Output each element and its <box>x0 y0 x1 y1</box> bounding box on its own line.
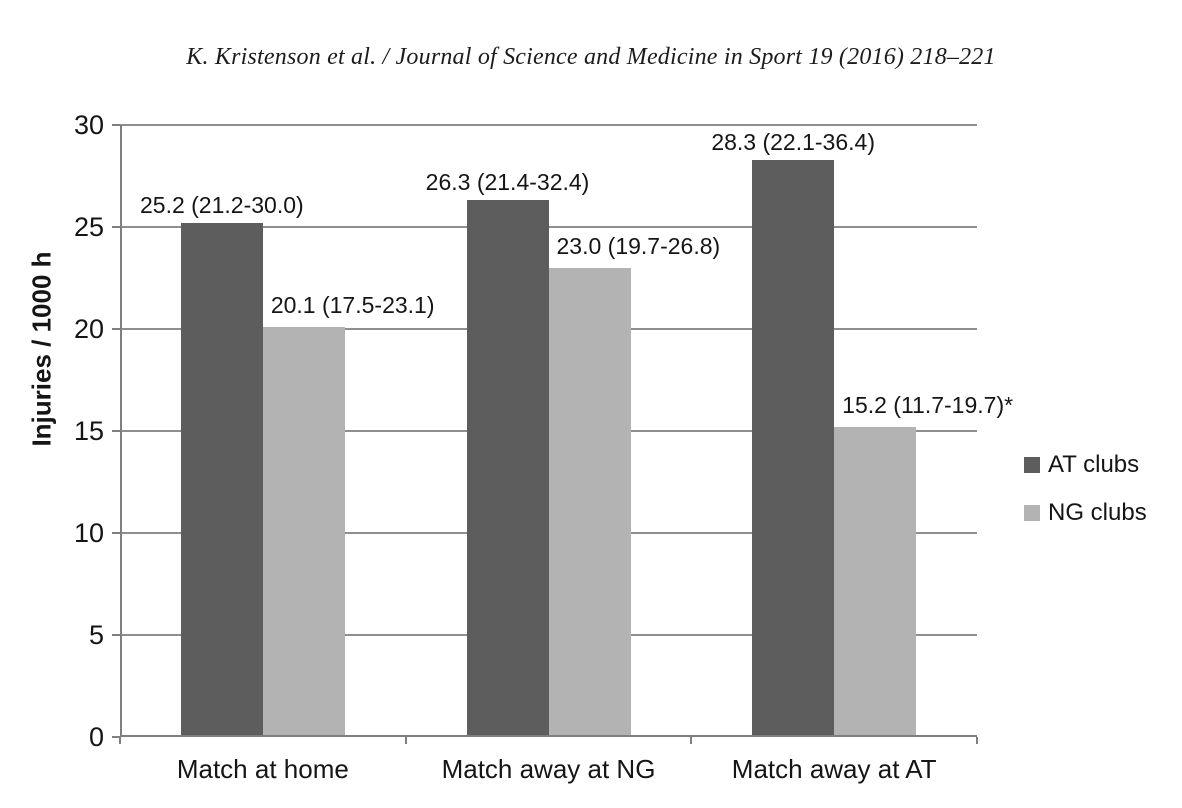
x-category-label: Match at home <box>176 754 349 784</box>
gridline <box>120 124 977 126</box>
legend-label: AT clubs <box>1048 451 1140 478</box>
bar-value-label: 28.3 (22.1-36.4) <box>711 128 875 155</box>
x-tick-mark <box>690 737 693 744</box>
y-tick-mark <box>112 430 120 432</box>
bar-value-label: 26.3 (21.4-32.4) <box>425 169 590 196</box>
bar-ng-clubs <box>262 326 345 737</box>
y-tick-mark <box>112 736 120 738</box>
x-category-label: Match away at AT <box>731 754 937 784</box>
y-tick-mark <box>112 124 120 126</box>
legend-item-ng-clubs: NG clubs <box>1024 499 1147 527</box>
y-tick-label: 10 <box>73 518 104 548</box>
bar-ng-clubs <box>548 267 631 737</box>
y-tick-label: 20 <box>73 314 104 344</box>
y-tick-mark <box>112 226 120 228</box>
y-tick-label: 15 <box>73 416 104 446</box>
y-tick-label: 5 <box>88 620 104 650</box>
bar-at-clubs <box>180 222 263 737</box>
plot-area: 25.2 (21.2-30.0) 26.3 (21.4-32.4) 28.3 (22… <box>112 124 1013 744</box>
bar-value-label: 20.1 (17.5-23.1) <box>270 291 435 318</box>
y-tick-label: 0 <box>88 722 104 752</box>
legend-swatch <box>1024 505 1040 521</box>
x-tick-mark <box>404 737 407 744</box>
y-tick-label: 25 <box>73 212 104 242</box>
bar-ng-clubs <box>834 426 917 737</box>
legend-item-at-clubs: AT clubs <box>1024 451 1139 479</box>
x-category-label: Match away at NG <box>441 754 656 784</box>
bar-at-clubs <box>752 159 835 737</box>
y-tick-label: 30 <box>73 110 104 140</box>
y-axis-line <box>120 125 122 737</box>
x-axis-line <box>120 735 977 737</box>
legend-label: NG clubs <box>1048 499 1147 526</box>
x-tick-mark <box>976 737 978 744</box>
gridline <box>120 226 977 228</box>
journal-header: K. Kristenson et al. / Journal of Scienc… <box>186 44 996 70</box>
bar-value-label: 23.0 (19.7-26.8) <box>556 232 721 259</box>
bar-at-clubs <box>466 200 549 737</box>
legend-swatch <box>1024 457 1040 473</box>
bar-value-label: 25.2 (21.2-30.0) <box>139 191 304 218</box>
y-tick-mark <box>112 634 120 636</box>
y-tick-mark <box>112 532 120 534</box>
y-tick-mark <box>112 328 120 330</box>
x-tick-mark <box>119 737 121 744</box>
bar-value-label: 15.2 (11.7-19.7)* <box>842 391 1014 418</box>
